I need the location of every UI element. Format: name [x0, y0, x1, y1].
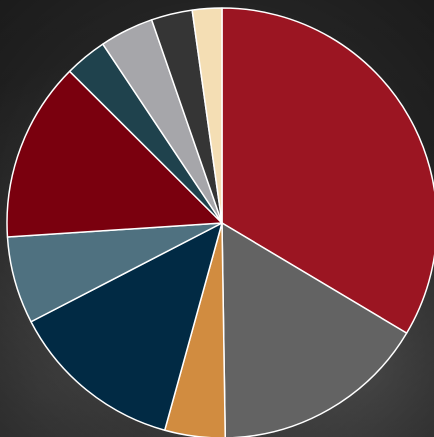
pie-slice-4	[30, 222, 223, 431]
pie-slice-10	[191, 7, 223, 224]
pie-slice-6	[6, 70, 223, 238]
pie-slice-1	[221, 7, 434, 334]
